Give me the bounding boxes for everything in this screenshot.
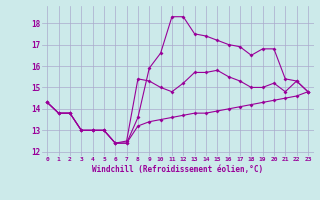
- X-axis label: Windchill (Refroidissement éolien,°C): Windchill (Refroidissement éolien,°C): [92, 165, 263, 174]
